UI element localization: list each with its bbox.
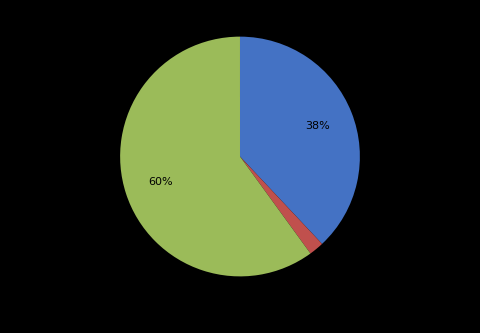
Wedge shape: [120, 37, 311, 276]
Legend: Wages & Salaries, Employee Benefits, Operating Expenses, Safety Net: Wages & Salaries, Employee Benefits, Ope…: [74, 331, 406, 333]
Wedge shape: [240, 37, 360, 244]
Text: 60%: 60%: [148, 177, 172, 187]
Text: 38%: 38%: [306, 121, 330, 131]
Wedge shape: [240, 157, 322, 253]
